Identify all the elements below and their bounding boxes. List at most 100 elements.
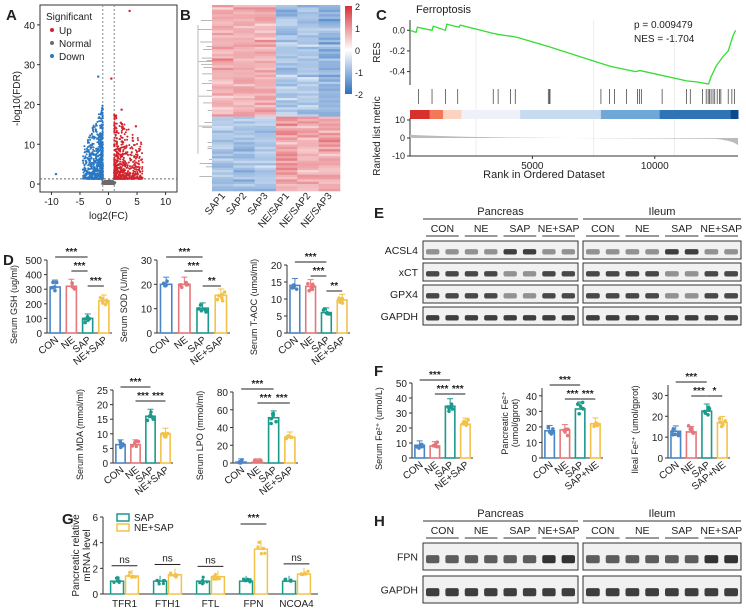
point-up: [123, 147, 126, 150]
heatmap-cell: [212, 172, 234, 176]
heatmap-cell: [233, 111, 255, 115]
heatmap-cell: [254, 25, 277, 29]
point-down: [98, 120, 101, 123]
point-down: [101, 149, 104, 152]
protein-band: [625, 249, 640, 255]
protein-band: [724, 588, 738, 597]
point-down: [93, 137, 96, 140]
data-point: [114, 576, 119, 580]
x-tick-label: 10000: [641, 161, 669, 172]
data-point: [130, 444, 135, 448]
y-tick-label: 20: [396, 424, 408, 435]
significance-label: **: [330, 281, 338, 292]
point-normal: [106, 181, 109, 184]
y-axis-label-line2: mRNA level: [82, 529, 93, 581]
data-point: [156, 579, 161, 583]
point-down: [96, 120, 99, 123]
point-up: [121, 128, 124, 131]
heatmap-cell: [233, 56, 255, 59]
point-down: [90, 157, 93, 160]
heatmap-cell: [212, 46, 234, 50]
significance-label: *: [713, 386, 717, 397]
protein-band: [645, 315, 659, 321]
point-down: [100, 154, 103, 157]
heatmap-cell: [233, 65, 255, 69]
point-down: [101, 104, 104, 107]
protein-label-acsl4: ACSL4: [385, 245, 418, 257]
point-up: [121, 140, 124, 143]
point-down: [88, 159, 91, 162]
point-up: [113, 170, 116, 173]
heatmap-cell: [318, 46, 341, 50]
heatmap-cell: [318, 37, 341, 41]
heatmap-cell: [318, 130, 341, 134]
heatmap-cell: [233, 123, 255, 127]
heatmap-cell: [297, 91, 319, 94]
panel-label-d: D: [3, 252, 14, 269]
blot-strip: [422, 262, 579, 282]
data-point: [98, 296, 103, 300]
heatmap-cell: [276, 91, 298, 94]
point-down: [97, 160, 100, 163]
column-label: SAP1: [203, 191, 228, 218]
heatmap-cell: [233, 151, 255, 155]
heatmap-cell: [233, 72, 255, 76]
res-tick-label: 0.0: [392, 25, 405, 35]
point-down: [100, 157, 103, 160]
significance-label: ns: [205, 555, 216, 566]
heatmap-cell: [276, 163, 298, 166]
point-down: [100, 107, 103, 110]
heatmap-cell: [318, 93, 341, 96]
protein-band: [503, 293, 517, 299]
point-up: [117, 171, 120, 174]
point-down: [99, 141, 102, 144]
bar-con: [159, 283, 173, 334]
significance-label: ***: [74, 261, 86, 272]
heatmap-cell: [254, 58, 277, 62]
protein-label-fpn: FPN: [397, 552, 418, 564]
y-tick-label: 500: [25, 256, 42, 267]
y-tick-label: 0: [531, 454, 537, 465]
heatmap-cell: [318, 49, 341, 52]
significance-label: ***: [252, 379, 264, 390]
heatmap-cell: [254, 14, 277, 17]
point-up: [117, 163, 120, 166]
colorbar-tick-label: -1: [355, 68, 363, 78]
data-point: [596, 422, 600, 426]
point-down: [97, 117, 100, 120]
protein-band: [561, 271, 575, 277]
heatmap-cell: [212, 188, 234, 192]
heatmap-cell: [297, 104, 319, 108]
protein-band: [484, 249, 498, 255]
y-tick-label: 300: [25, 285, 42, 296]
heatmap-cell: [233, 93, 255, 96]
point-up: [130, 158, 133, 161]
bar-ne: [685, 431, 697, 459]
heatmap-cell: [318, 88, 341, 92]
protein-band: [561, 315, 575, 321]
point-up: [133, 177, 136, 180]
point-down: [83, 145, 86, 148]
data-point: [205, 580, 209, 584]
data-point: [196, 307, 201, 311]
heatmap-cell: [276, 170, 298, 173]
y-tick-label: 0: [276, 329, 282, 340]
heatmap-cell: [254, 46, 277, 50]
bar-sap: [701, 410, 713, 459]
point-up: [124, 169, 127, 172]
point-up: [134, 165, 137, 168]
heatmap-cell: [318, 186, 341, 189]
western-blot-e: Pancreas CON NE SAP NE+SAP ACSL4 xCT GPX4 GAPDH I…: [381, 206, 742, 326]
data-point: [238, 459, 242, 464]
heatmap-cell: [297, 158, 319, 162]
y-tick-label: 10: [652, 433, 664, 444]
data-point: [449, 405, 454, 410]
heatmap-cell: [254, 5, 277, 8]
point-up: [131, 133, 134, 136]
point-up: [133, 143, 136, 146]
data-point: [127, 573, 131, 578]
heatmap-cell: [318, 181, 341, 185]
point-down: [85, 153, 88, 156]
heatmap-cell: [233, 39, 255, 43]
protein-band: [724, 315, 738, 321]
